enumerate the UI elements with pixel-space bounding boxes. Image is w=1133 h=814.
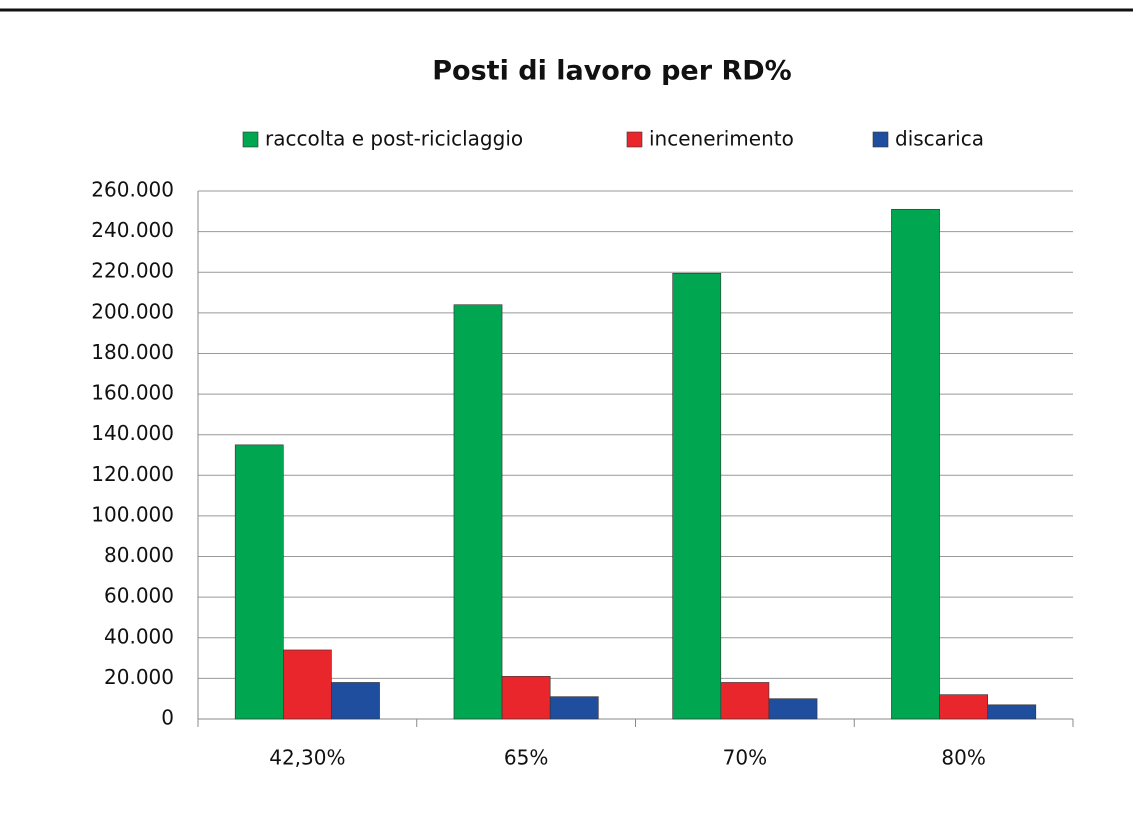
y-tick-label: 60.000 bbox=[104, 584, 174, 608]
y-tick-label: 0 bbox=[161, 706, 174, 730]
bar bbox=[453, 304, 503, 720]
x-tick-label: 42,30% bbox=[269, 746, 345, 770]
bar bbox=[891, 208, 940, 720]
bar bbox=[283, 649, 332, 720]
legend-swatch bbox=[242, 131, 259, 148]
chart-title: Posti di lavoro per RD% bbox=[432, 56, 791, 87]
x-tick-label: 65% bbox=[504, 746, 548, 770]
x-tick-label: 70% bbox=[723, 746, 767, 770]
bar bbox=[720, 682, 770, 720]
y-tick-label: 120.000 bbox=[91, 462, 174, 486]
y-tick-label: 240.000 bbox=[91, 218, 174, 242]
y-tick-label: 80.000 bbox=[104, 543, 174, 567]
bar bbox=[331, 682, 380, 720]
y-tick-label: 220.000 bbox=[91, 259, 174, 283]
legend-label: raccolta e post-riciclaggio bbox=[265, 127, 523, 151]
y-tick-label: 260.000 bbox=[91, 178, 174, 202]
legend-swatch bbox=[626, 131, 643, 148]
y-tick-label: 20.000 bbox=[104, 665, 174, 689]
y-tick-label: 180.000 bbox=[91, 340, 174, 364]
y-tick-label: 160.000 bbox=[91, 381, 174, 405]
y-tick-label: 140.000 bbox=[91, 421, 174, 445]
bar bbox=[234, 444, 284, 720]
legend-label: discarica bbox=[895, 127, 984, 151]
legend-label: incenerimento bbox=[649, 127, 794, 151]
bar bbox=[501, 676, 551, 720]
y-tick-label: 200.000 bbox=[91, 299, 174, 323]
bar bbox=[768, 698, 818, 720]
y-tick-label: 100.000 bbox=[91, 502, 174, 526]
x-tick-label: 80% bbox=[941, 746, 985, 770]
bar bbox=[672, 272, 722, 720]
bar bbox=[549, 696, 599, 720]
legend-swatch bbox=[872, 131, 889, 148]
bar bbox=[987, 704, 1037, 720]
y-tick-label: 40.000 bbox=[104, 624, 174, 648]
bar bbox=[939, 694, 988, 720]
